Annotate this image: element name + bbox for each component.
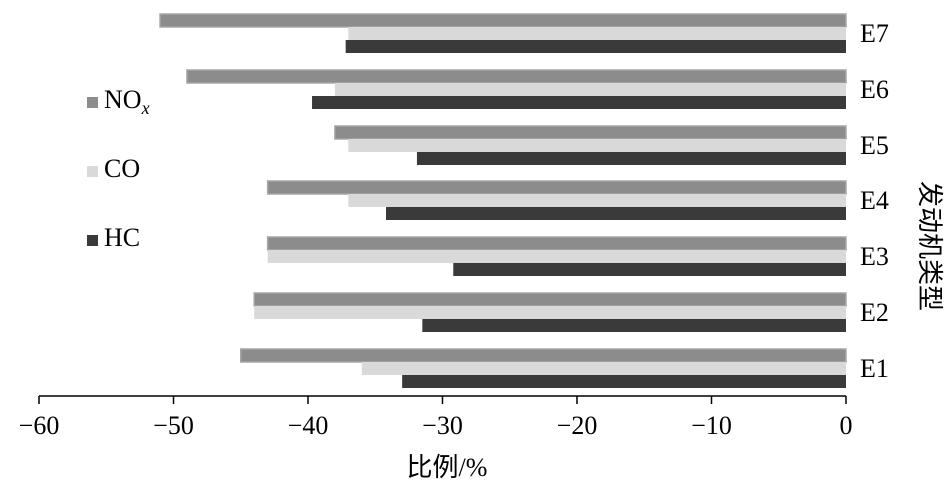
bar-e1-no (240, 348, 847, 363)
legend-swatch-no (87, 97, 98, 108)
bar-e5-no (334, 125, 847, 140)
category-label-e1: E1 (860, 354, 889, 383)
bar-e5-hc (416, 152, 846, 165)
x-tick-label: −60 (19, 411, 60, 440)
legend-label-co: CO (104, 154, 140, 183)
bar-e7-no (159, 13, 847, 28)
bar-e2-no (253, 292, 847, 307)
bar-e2-hc (422, 319, 846, 332)
bar-e4-no (266, 180, 847, 195)
bar-e6-hc (312, 96, 846, 109)
bars-group (159, 13, 847, 388)
bar-e1-hc (402, 375, 846, 388)
bar-e6-no (186, 69, 847, 84)
bar-e4-co (348, 194, 846, 207)
bar-e3-hc (453, 263, 846, 276)
x-tick-label: 0 (840, 411, 853, 440)
bar-e1-co (361, 362, 846, 375)
category-label-e5: E5 (860, 131, 889, 160)
legend-swatch-hc (87, 235, 98, 246)
bar-e6-co (334, 83, 846, 96)
x-tick-label: −30 (422, 411, 463, 440)
category-label-e6: E6 (860, 75, 889, 104)
legend-label-no: NOx (104, 85, 150, 118)
legend-swatch-co (87, 166, 98, 177)
bar-e4-hc (386, 207, 846, 220)
bar-e7-co (348, 27, 846, 40)
legend-label-hc: HC (104, 223, 140, 252)
y-axis-title: 发动机类型 (915, 181, 944, 311)
bar-e7-hc (345, 40, 846, 53)
x-ticks-group: −60 −50 −40 −30 −20 −10 0 (19, 396, 853, 440)
legend: NOx CO HC (87, 85, 150, 252)
x-axis-title: 比例/% (407, 453, 488, 482)
bar-e3-no (266, 236, 847, 251)
bar-e3-co (267, 250, 846, 263)
category-labels-group: E1 E2 E3 E4 E5 E6 E7 (860, 19, 889, 383)
x-tick-label: −20 (557, 411, 598, 440)
category-label-e7: E7 (860, 19, 889, 48)
x-tick-label: −40 (288, 411, 329, 440)
x-tick-label: −10 (691, 411, 732, 440)
category-label-e2: E2 (860, 298, 889, 327)
bar-e2-co (254, 306, 846, 319)
bar-e5-co (348, 139, 846, 152)
category-label-e3: E3 (860, 242, 889, 271)
category-label-e4: E4 (860, 186, 889, 215)
x-tick-label: −50 (153, 411, 194, 440)
